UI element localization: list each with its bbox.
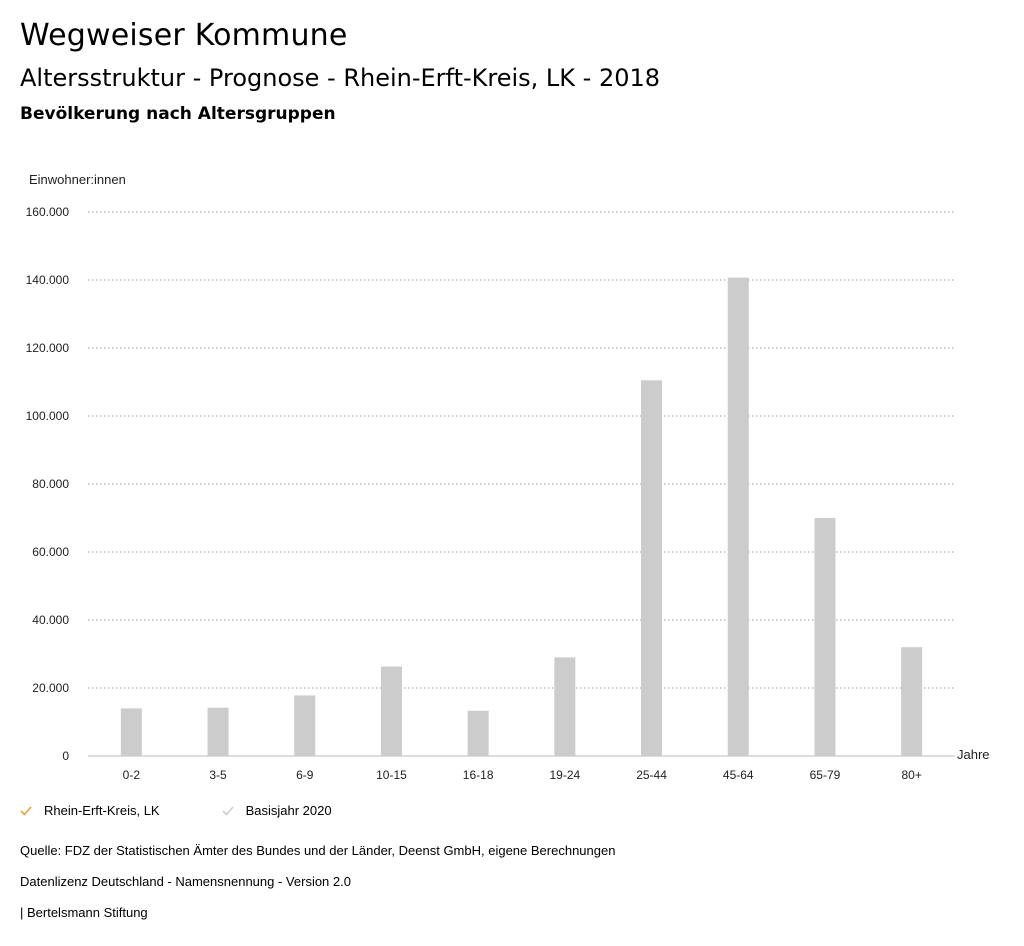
legend-item-rhein-erft-kreis[interactable]: Rhein-Erft-Kreis, LK — [20, 803, 160, 818]
y-tick-label: 80.000 — [32, 477, 69, 491]
chart-legend: Rhein-Erft-Kreis, LK Basisjahr 2020 — [20, 803, 394, 818]
bar-0-2 — [120, 708, 142, 756]
x-tick-label: 19-24 — [549, 768, 580, 782]
bar-65-79 — [814, 518, 836, 756]
bar-10-15 — [380, 666, 402, 756]
bar-chart: Einwohner:innen 0 20.000 40.000 60.000 80.000… — [26, 172, 990, 782]
y-tick-label: 40.000 — [32, 613, 69, 627]
y-tick-label: 0 — [62, 749, 69, 763]
source-note: Quelle: FDZ der Statistischen Ämter des … — [20, 843, 616, 858]
y-tick-label: 20.000 — [32, 681, 69, 695]
checkmark-icon — [20, 805, 32, 816]
x-tick-label: 16-18 — [463, 768, 494, 782]
x-tick-label: 3-5 — [209, 768, 227, 782]
legend-label: Basisjahr 2020 — [245, 803, 332, 818]
bar-45-64 — [727, 277, 749, 756]
bar-16-18 — [467, 710, 489, 756]
x-tick-label: 0-2 — [123, 768, 141, 782]
legend-item-basisjahr[interactable]: Basisjahr 2020 — [222, 803, 332, 818]
bar-80+ — [901, 647, 923, 756]
checkmark-stroke — [20, 805, 32, 816]
publisher-note: | Bertelsmann Stiftung — [20, 905, 148, 920]
checkmark-icon — [222, 805, 234, 816]
chart-heading: Bevölkerung nach Altersgruppen — [20, 104, 336, 124]
x-tick-label: 10-15 — [376, 768, 407, 782]
x-tick-label: 25-44 — [636, 768, 667, 782]
y-axis-label: Einwohner:innen — [29, 172, 126, 187]
y-tick-label: 120.000 — [26, 341, 70, 355]
license-note: Datenlizenz Deutschland - Namensnennung … — [20, 874, 351, 889]
x-tick-label: 45-64 — [723, 768, 754, 782]
checkmark-stroke — [222, 805, 234, 816]
x-tick-label: 65-79 — [810, 768, 841, 782]
y-tick-label: 160.000 — [26, 205, 70, 219]
legend-label: Rhein-Erft-Kreis, LK — [44, 803, 160, 818]
y-tick-label: 60.000 — [32, 545, 69, 559]
bar-6-9 — [294, 695, 316, 756]
bar-3-5 — [207, 707, 229, 756]
y-tick-label: 140.000 — [26, 273, 70, 287]
page-title: Wegweiser Kommune — [20, 18, 348, 53]
bar-19-24 — [554, 657, 576, 756]
bar-25-44 — [641, 380, 663, 756]
x-axis-label: Jahre — [957, 747, 990, 762]
page-subtitle: Altersstruktur - Prognose - Rhein-Erft-K… — [20, 64, 661, 92]
y-tick-label: 100.000 — [26, 409, 70, 423]
x-tick-label: 80+ — [901, 768, 921, 782]
x-tick-label: 6-9 — [296, 768, 314, 782]
